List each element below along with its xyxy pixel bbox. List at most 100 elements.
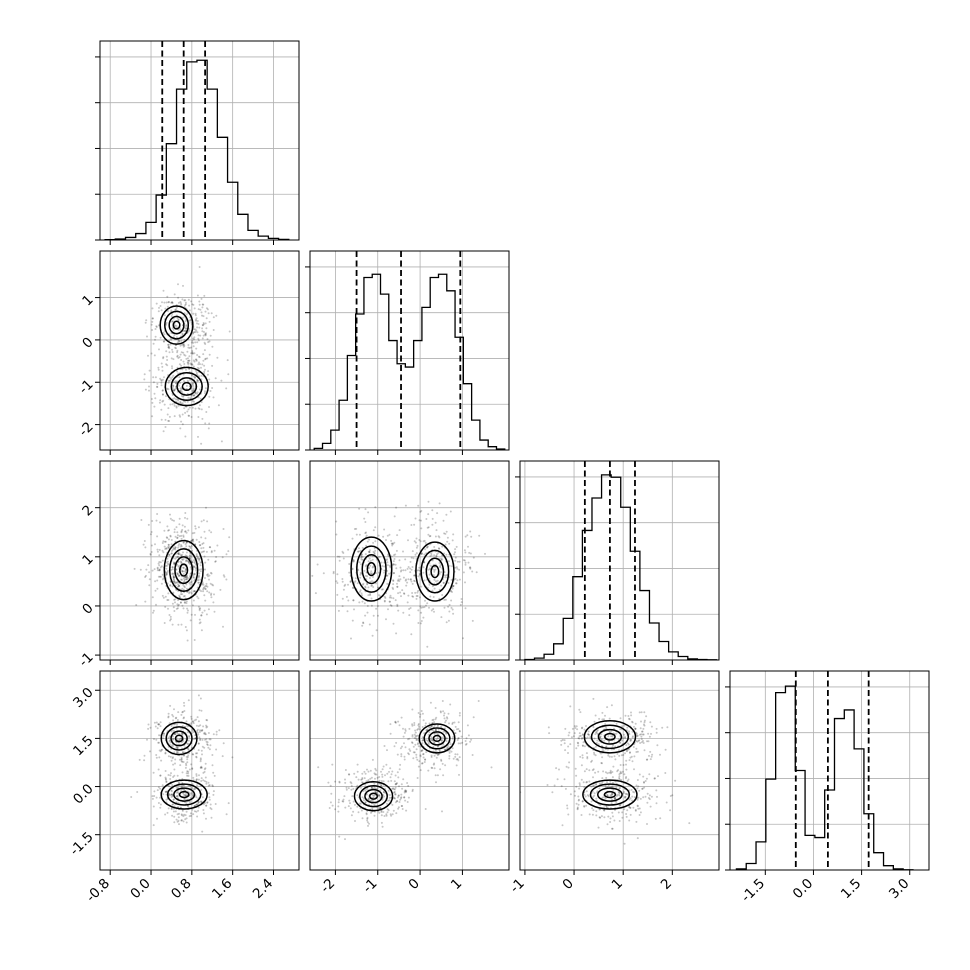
scatter-point — [207, 746, 210, 749]
scatter-point — [171, 348, 174, 351]
scatter-point — [156, 385, 158, 388]
scatter-point — [415, 537, 418, 540]
scatter-point — [395, 741, 398, 744]
contour-level — [603, 790, 617, 799]
scatter-point — [202, 809, 205, 811]
scatter-point — [436, 553, 439, 556]
scatter-point — [419, 540, 422, 543]
scatter-point — [591, 769, 594, 772]
scatter-point — [408, 737, 411, 740]
scatter-point — [433, 570, 436, 573]
scatter-point — [173, 397, 176, 400]
scatter-point — [336, 573, 339, 576]
scatter-point — [411, 550, 414, 553]
scatter-point — [167, 774, 170, 776]
scatter-point — [366, 575, 369, 578]
scatter-point — [192, 341, 195, 344]
scatter-point — [422, 566, 425, 569]
scatter-point — [165, 547, 168, 550]
scatter-point — [194, 376, 196, 379]
scatter-point — [184, 301, 187, 304]
scatter-point — [360, 558, 363, 561]
scatter-point — [551, 791, 554, 794]
scatter-point — [176, 750, 179, 753]
scatter-point — [203, 586, 206, 589]
scatter-point — [601, 756, 604, 759]
scatter-point — [184, 400, 187, 403]
scatter-point — [192, 731, 195, 734]
scatter-point — [170, 796, 173, 798]
scatter-point — [403, 731, 406, 734]
scatter-point — [187, 346, 190, 349]
scatter-point — [175, 791, 178, 794]
scatter-point — [167, 343, 170, 346]
scatter-point — [442, 730, 445, 733]
scatter-point — [198, 303, 201, 306]
scatter-point — [204, 561, 207, 564]
scatter-point — [156, 727, 159, 730]
scatter-point — [438, 753, 441, 756]
scatter-point — [204, 537, 207, 540]
scatter-point — [174, 546, 177, 549]
scatter-point — [426, 546, 428, 549]
scatter-point — [176, 746, 179, 749]
scatter-point — [657, 775, 659, 778]
scatter-point — [335, 580, 338, 583]
scatter-point — [156, 789, 159, 792]
scatter-point — [585, 804, 588, 807]
scatter-point — [433, 578, 436, 581]
scatter-point — [187, 739, 190, 742]
scatter-point — [418, 566, 421, 569]
scatter-point — [632, 746, 635, 748]
scatter-point — [430, 766, 433, 769]
scatter-point — [177, 552, 180, 555]
scatter-point — [163, 733, 166, 735]
scatter-point — [168, 735, 171, 738]
scatter-point — [199, 766, 202, 769]
scatter-point — [211, 583, 214, 586]
scatter-point — [195, 371, 198, 374]
scatter-point — [578, 798, 580, 801]
scatter-point — [424, 541, 427, 544]
scatter-point — [347, 583, 349, 586]
scatter-point — [403, 796, 406, 799]
scatter-point — [342, 552, 345, 554]
scatter-point — [194, 737, 197, 740]
scatter-point — [192, 776, 195, 779]
scatter-point — [420, 553, 423, 555]
scatter-point — [439, 564, 442, 566]
scatter-point — [177, 340, 180, 343]
scatter-point — [209, 390, 212, 392]
scatter-point — [409, 571, 412, 574]
scatter-point — [189, 319, 192, 322]
scatter-point — [347, 599, 350, 602]
scatter-point — [170, 772, 172, 775]
scatter-point — [344, 838, 346, 841]
scatter-point — [176, 534, 179, 537]
scatter-point — [345, 788, 348, 791]
scatter-point — [165, 781, 168, 783]
scatter-point — [428, 567, 431, 570]
scatter-point — [159, 796, 162, 799]
scatter-point — [196, 320, 199, 322]
scatter-point — [167, 345, 170, 348]
scatter-point — [457, 742, 460, 745]
scatter-point — [578, 737, 581, 740]
scatter-point — [580, 778, 583, 781]
scatter-point — [630, 711, 632, 714]
scatter-point — [618, 794, 621, 797]
scatter-point — [420, 552, 423, 555]
scatter-point — [172, 381, 175, 384]
scatter-point — [614, 758, 617, 761]
tick-label-x: 3.0 — [886, 876, 913, 903]
scatter-point — [138, 758, 141, 761]
scatter-point — [357, 550, 360, 553]
scatter-point — [393, 791, 396, 793]
scatter-point — [165, 395, 167, 398]
scatter-point — [177, 339, 180, 342]
scatter-point — [624, 795, 627, 798]
scatter-point — [201, 582, 204, 585]
scatter-point — [369, 564, 372, 567]
scatter-point — [178, 543, 181, 546]
scatter-point — [603, 816, 606, 819]
